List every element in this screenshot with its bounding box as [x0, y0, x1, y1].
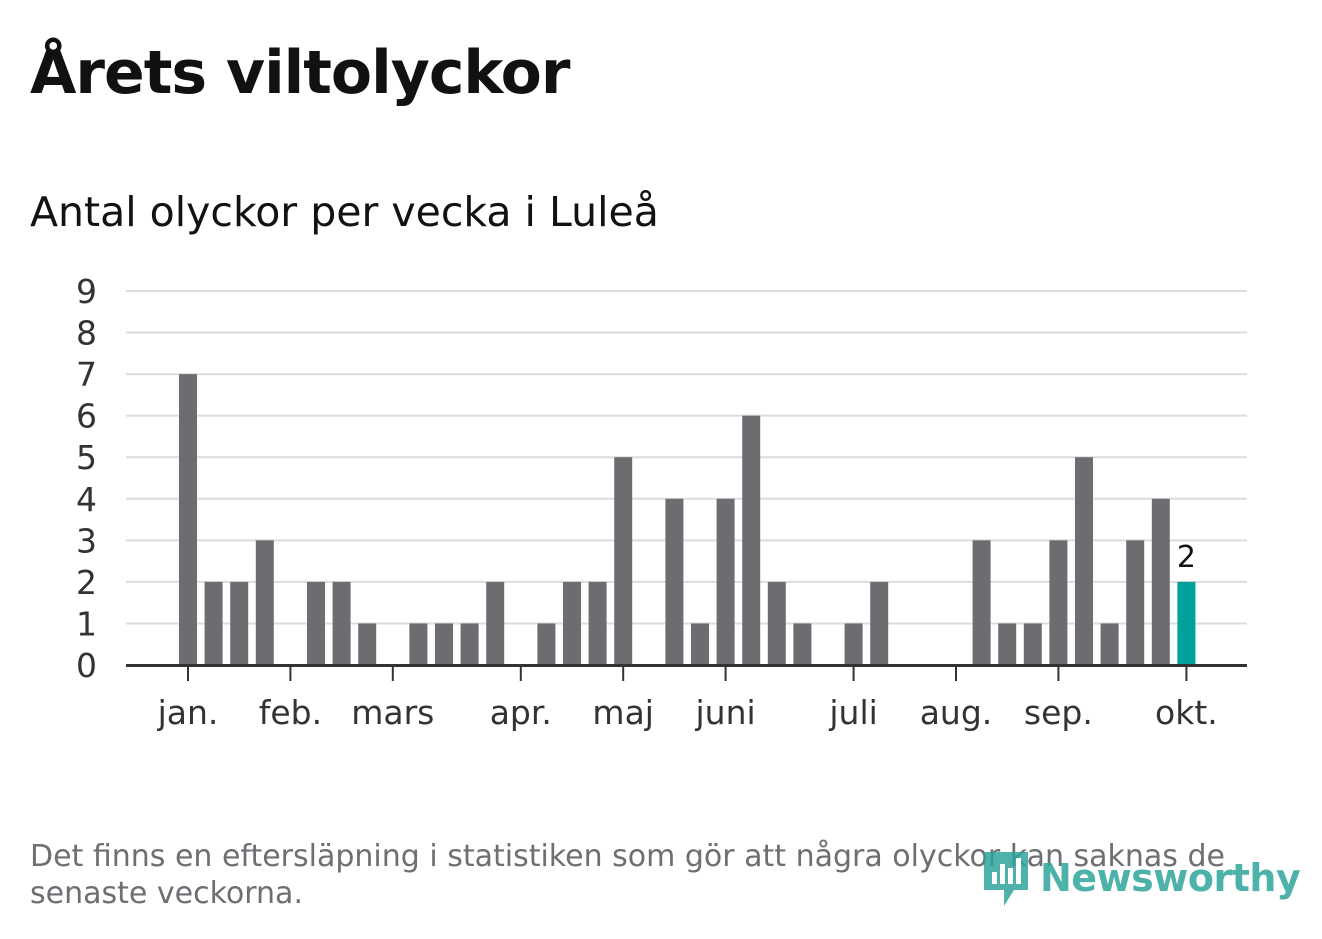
- y-tick-label: 1: [76, 604, 97, 643]
- bar: [409, 623, 428, 665]
- y-tick-label: 2: [76, 563, 97, 602]
- bar: [230, 581, 249, 665]
- bar: [742, 415, 761, 665]
- data-label: 2: [1177, 540, 1196, 575]
- newsworthy-logo[interactable]: Newsworthy: [980, 846, 1301, 910]
- grid-lines: [126, 290, 1247, 625]
- bar: [358, 623, 377, 665]
- y-tick-label: 4: [76, 480, 97, 519]
- y-tick-label: 5: [76, 438, 97, 477]
- logo-text: Newsworthy: [1040, 856, 1301, 900]
- x-tick-label-mars: mars: [351, 693, 434, 732]
- bar: [1100, 623, 1119, 665]
- x-tick-label-apr: apr.: [490, 693, 552, 732]
- x-tick-label-jan: jan.: [157, 693, 219, 732]
- bar: [716, 498, 735, 665]
- bar: [537, 623, 556, 665]
- bar: [614, 457, 633, 665]
- bar: [1126, 540, 1145, 665]
- bar: [1151, 498, 1170, 665]
- bar: [460, 623, 479, 665]
- bar: [307, 581, 325, 665]
- bar: [1023, 623, 1042, 665]
- x-tick-label-juli: juli: [828, 693, 877, 732]
- bar: [793, 623, 812, 665]
- bar: [588, 581, 607, 665]
- y-tick-label: 0: [76, 646, 97, 685]
- x-tick-label-maj: maj: [592, 693, 654, 732]
- bar: [972, 540, 991, 665]
- bar: [435, 623, 453, 665]
- y-tick-label: 9: [76, 272, 97, 311]
- bar: [179, 374, 197, 665]
- bar: [486, 581, 505, 665]
- y-tick-label: 6: [76, 397, 97, 436]
- x-tick-label-aug: aug.: [920, 693, 993, 732]
- newsworthy-logo-icon: [984, 852, 1028, 906]
- bar: [665, 498, 684, 665]
- x-tick-label-sep: sep.: [1024, 693, 1093, 732]
- bar: [767, 581, 786, 665]
- bar: [255, 540, 274, 665]
- x-tick-label-okt: okt.: [1155, 693, 1218, 732]
- bar: [870, 581, 889, 665]
- bar: [998, 623, 1017, 665]
- bar: [563, 581, 581, 665]
- bar: [204, 581, 223, 665]
- y-tick-label: 7: [76, 355, 97, 394]
- bar-highlighted: [1177, 581, 1196, 665]
- y-tick-label: 3: [76, 521, 97, 560]
- x-tick-label-feb: feb.: [259, 693, 322, 732]
- x-tick-label-juni: juni: [695, 693, 756, 732]
- bar: [844, 623, 863, 665]
- chart-title: Årets viltolyckor: [30, 38, 570, 108]
- y-tick-label: 8: [76, 314, 97, 353]
- bar: [332, 581, 351, 665]
- bars: [179, 374, 1196, 665]
- bar: [691, 623, 709, 665]
- x-axis-ticks: jan. feb. mars apr. maj juni juli aug. sep. okt.: [157, 667, 1218, 732]
- bar: [1075, 457, 1093, 665]
- bar: [1049, 540, 1068, 665]
- chart-subtitle: Antal olyckor per vecka i Luleå: [30, 188, 659, 236]
- data-labels: 2: [1177, 540, 1196, 575]
